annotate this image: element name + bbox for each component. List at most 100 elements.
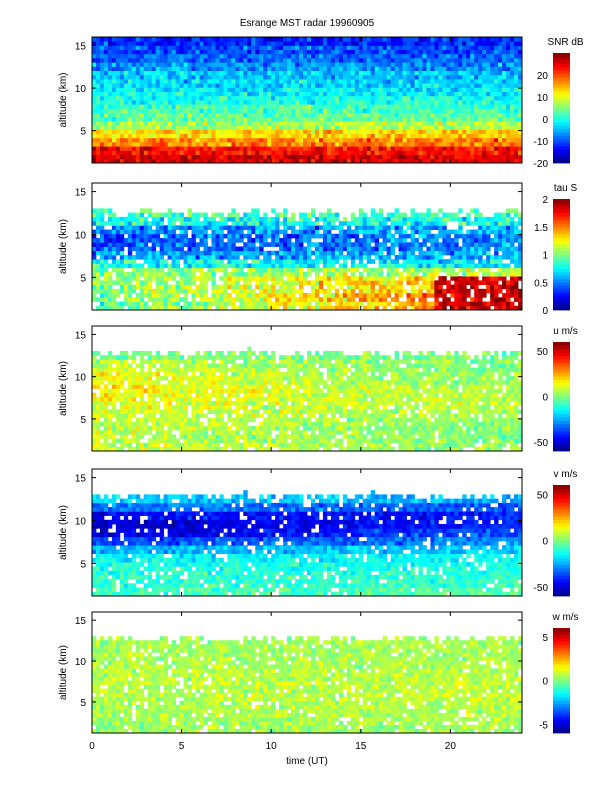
heatmap-cell: [291, 83, 295, 88]
heatmap-cell: [184, 54, 188, 59]
heatmap-cell: [96, 79, 100, 84]
heatmap-cell: [331, 41, 335, 46]
heatmap-cell: [291, 92, 295, 97]
heatmap-cell: [391, 238, 395, 243]
heatmap-cell: [140, 285, 144, 290]
heatmap-cell: [359, 293, 363, 298]
heatmap-cell: [415, 242, 419, 247]
heatmap-cell: [223, 255, 227, 260]
heatmap-cell: [132, 71, 136, 76]
heatmap-cell: [96, 247, 100, 252]
heatmap-cell: [371, 234, 375, 239]
heatmap-cell: [259, 259, 263, 264]
heatmap-cell: [140, 113, 144, 118]
heatmap-cell: [168, 66, 172, 71]
heatmap-cell: [399, 113, 403, 118]
heatmap-cell: [136, 242, 140, 247]
heatmap-cell: [430, 108, 434, 113]
heatmap-cell: [343, 96, 347, 101]
heatmap-cell: [96, 125, 100, 130]
heatmap-cell: [172, 45, 176, 50]
heatmap-cell: [319, 83, 323, 88]
heatmap-cell: [367, 221, 371, 226]
heatmap-cell: [422, 134, 426, 139]
heatmap-cell: [259, 251, 263, 256]
heatmap-cell: [383, 45, 387, 50]
heatmap-cell: [219, 62, 223, 67]
heatmap-cell: [287, 134, 291, 139]
heatmap-cell: [255, 268, 259, 273]
heatmap-cell: [251, 268, 255, 273]
heatmap-cell: [454, 58, 458, 63]
heatmap-cell: [319, 276, 323, 281]
heatmap-cell: [140, 208, 144, 213]
heatmap-cell: [168, 247, 172, 252]
heatmap-cell: [339, 54, 343, 59]
heatmap-cell: [430, 129, 434, 134]
heatmap-cell: [184, 293, 188, 298]
heatmap-cell: [510, 83, 514, 88]
heatmap-cell: [223, 104, 227, 109]
heatmap-cell: [426, 58, 430, 63]
heatmap-cell: [263, 37, 267, 42]
heatmap-cell: [295, 108, 299, 113]
heatmap-cell: [112, 142, 116, 147]
heatmap-cell: [160, 263, 164, 268]
heatmap-cell: [335, 138, 339, 143]
heatmap-cell: [335, 79, 339, 84]
heatmap-cell: [506, 83, 510, 88]
heatmap-cell: [466, 71, 470, 76]
heatmap-cell: [267, 113, 271, 118]
heatmap-cell: [327, 79, 331, 84]
heatmap-cell: [391, 251, 395, 256]
heatmap-cell: [148, 259, 152, 264]
heatmap-cell: [355, 58, 359, 63]
heatmap-cell: [415, 113, 419, 118]
heatmap-cell: [339, 125, 343, 130]
heatmap-cell: [387, 150, 391, 155]
heatmap-cell: [359, 50, 363, 55]
heatmap-cell: [422, 302, 426, 307]
heatmap-cell: [120, 37, 124, 42]
heatmap-cell: [192, 87, 196, 92]
heatmap-cell: [124, 155, 128, 160]
heatmap-cell: [200, 213, 204, 218]
heatmap-cell: [458, 45, 462, 50]
heatmap-cell: [319, 58, 323, 63]
heatmap-cell: [438, 71, 442, 76]
heatmap-cell: [442, 62, 446, 67]
heatmap-cell: [331, 62, 335, 67]
heatmap-cell: [160, 213, 164, 218]
heatmap-cell: [490, 83, 494, 88]
heatmap-cell: [267, 100, 271, 105]
heatmap-cell: [367, 225, 371, 230]
heatmap-cell: [275, 104, 279, 109]
heatmap-cell: [207, 259, 211, 264]
heatmap-cell: [168, 71, 172, 76]
heatmap-cell: [207, 37, 211, 42]
heatmap-cell: [148, 150, 152, 155]
heatmap-cell: [430, 83, 434, 88]
heatmap-cell: [319, 155, 323, 160]
heatmap-cell: [148, 255, 152, 260]
heatmap-cell: [247, 221, 251, 226]
heatmap-cell: [383, 289, 387, 294]
heatmap-cell: [430, 79, 434, 84]
heatmap-cell: [323, 129, 327, 134]
heatmap-cell: [303, 247, 307, 252]
heatmap-cell: [510, 71, 514, 76]
heatmap-cell: [200, 134, 204, 139]
heatmap-cell: [411, 96, 415, 101]
heatmap-cell: [458, 104, 462, 109]
heatmap-cell: [323, 280, 327, 285]
heatmap-cell: [227, 302, 231, 307]
heatmap-cell: [367, 129, 371, 134]
heatmap-cell: [303, 75, 307, 80]
heatmap-cell: [180, 276, 184, 281]
heatmap-cell: [180, 221, 184, 226]
heatmap-cell: [283, 75, 287, 80]
heatmap-cell: [339, 104, 343, 109]
heatmap-cell: [136, 125, 140, 130]
heatmap-cell: [355, 54, 359, 59]
heatmap-cell: [367, 100, 371, 105]
